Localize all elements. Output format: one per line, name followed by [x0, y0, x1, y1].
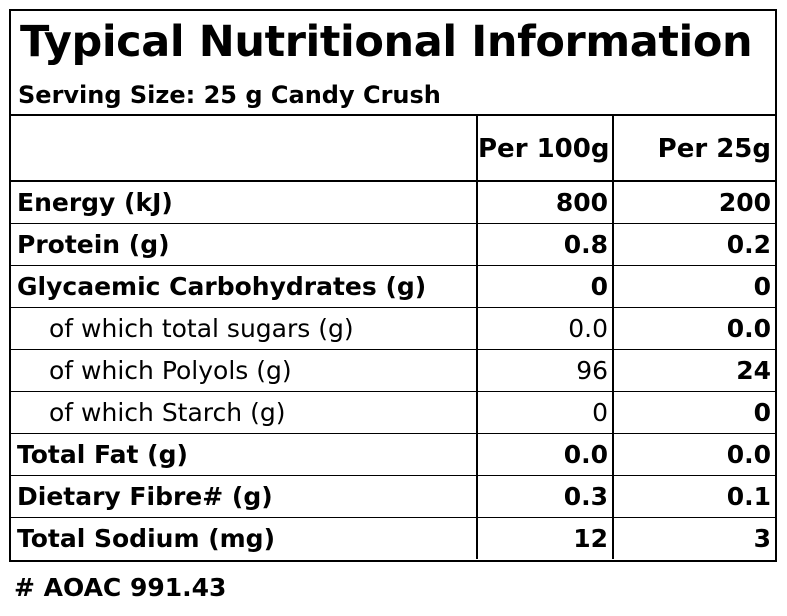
per-100g-value: 0.8	[476, 223, 613, 266]
per-100g-value: 0	[476, 265, 613, 308]
nutrient-sub-label: of which Starch (g)	[11, 391, 477, 434]
nutrition-table: Per 100g Per 25g Energy (kJ) 800 200 Pro…	[11, 116, 775, 559]
per-100g-value: 12	[476, 517, 613, 559]
table-row: of which Starch (g) 0 0	[11, 391, 775, 434]
per-25g-value: 0	[612, 391, 775, 434]
per-25g-value: 0.2	[612, 223, 775, 266]
per-100g-value: 0.0	[476, 433, 613, 476]
nutrient-label: Glycaemic Carbohydrates (g)	[11, 265, 477, 308]
column-header-per-100g: Per 100g	[476, 116, 613, 181]
nutrition-panel: Typical Nutritional Information Serving …	[9, 9, 777, 562]
per-100g-value: 0.0	[476, 307, 613, 350]
panel-title: Typical Nutritional Information	[20, 17, 753, 67]
per-100g-value: 0	[476, 391, 613, 434]
footnote: # AOAC 991.43	[14, 573, 227, 602]
column-header-per-25g: Per 25g	[612, 116, 775, 181]
per-25g-value: 200	[612, 180, 775, 224]
nutrient-sub-label: of which total sugars (g)	[11, 307, 477, 350]
table-row: Energy (kJ) 800 200	[11, 180, 775, 224]
per-100g-value: 96	[476, 349, 613, 392]
panel-header: Typical Nutritional Information Serving …	[11, 11, 775, 116]
table-row: of which Polyols (g) 96 24	[11, 349, 775, 392]
per-25g-value: 0.0	[612, 307, 775, 350]
nutrient-sub-label: of which Polyols (g)	[11, 349, 477, 392]
table-row: Glycaemic Carbohydrates (g) 0 0	[11, 265, 775, 308]
table-row: Dietary Fibre# (g) 0.3 0.1	[11, 475, 775, 518]
nutrient-label: Total Fat (g)	[11, 433, 477, 476]
serving-size: Serving Size: 25 g Candy Crush	[18, 81, 441, 109]
per-25g-value: 0.0	[612, 433, 775, 476]
per-25g-value: 0.1	[612, 475, 775, 518]
per-25g-value: 24	[612, 349, 775, 392]
nutrient-label: Protein (g)	[11, 223, 477, 266]
per-100g-value: 0.3	[476, 475, 613, 518]
column-header-nutrient	[11, 116, 477, 181]
table-row: Total Fat (g) 0.0 0.0	[11, 433, 775, 476]
per-25g-value: 0	[612, 265, 775, 308]
table-row: Protein (g) 0.8 0.2	[11, 223, 775, 266]
per-100g-value: 800	[476, 180, 613, 224]
column-header-row: Per 100g Per 25g	[11, 116, 775, 181]
nutrient-label: Energy (kJ)	[11, 180, 477, 224]
table-row: of which total sugars (g) 0.0 0.0	[11, 307, 775, 350]
nutrient-label: Dietary Fibre# (g)	[11, 475, 477, 518]
nutrient-label: Total Sodium (mg)	[11, 517, 477, 559]
table-row: Total Sodium (mg) 12 3	[11, 517, 775, 559]
per-25g-value: 3	[612, 517, 775, 559]
